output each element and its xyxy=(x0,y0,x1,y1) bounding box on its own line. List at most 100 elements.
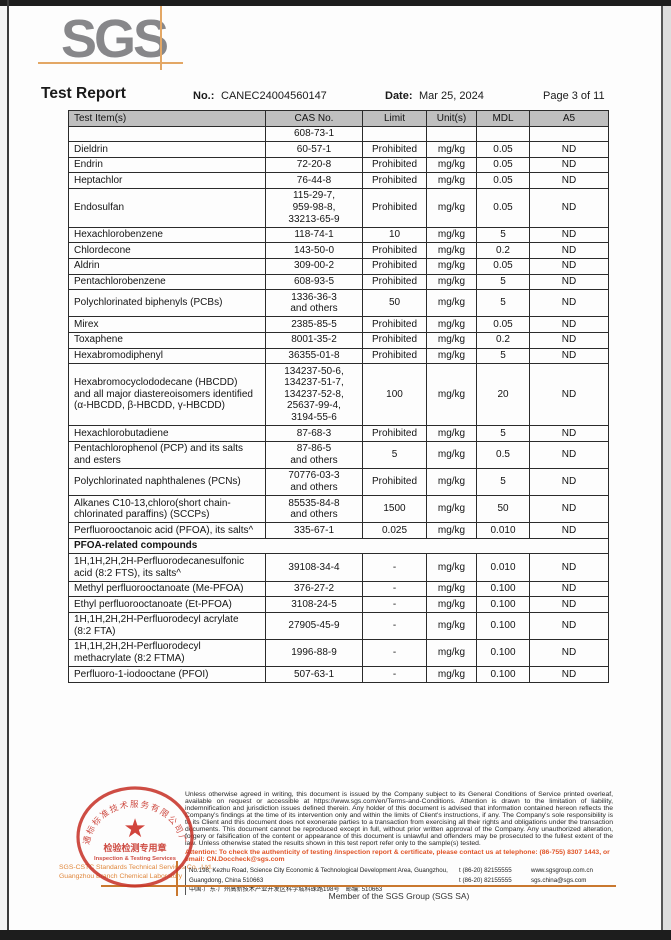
cell-mdl: 0.010 xyxy=(476,522,530,539)
cell-mdl: 0.5 xyxy=(476,440,530,469)
cell-unit: mg/kg xyxy=(426,440,477,469)
cell-cas: 1336-36-3 and others xyxy=(265,289,363,318)
sgs-logo: SGS xyxy=(61,9,169,69)
cell-item: 1H,1H,2H,2H-Perfluorodecanesulfonic acid… xyxy=(68,553,266,582)
cell-item: 1H,1H,2H,2H-Perfluorodecyl acrylate (8:2… xyxy=(68,611,266,640)
cell-a5: ND xyxy=(529,242,609,259)
cell-unit: mg/kg xyxy=(426,187,477,228)
cell-limit: - xyxy=(362,553,427,582)
table-row: Methyl perfluorooctanoate (Me-PFOA) 376-2… xyxy=(68,580,609,598)
table-row: Hexabromodiphenyl 36355-01-8 Prohibited mg/… xyxy=(68,347,609,365)
report-header: Test Report No.: CANEC24004560147 Date: … xyxy=(9,85,661,106)
table-row: 608-73-1 xyxy=(68,125,609,143)
cell-unit: mg/kg xyxy=(426,226,477,244)
cell-a5: ND xyxy=(529,440,609,469)
cell-item: Heptachlor xyxy=(68,172,266,189)
cell-item: Dieldrin xyxy=(68,141,266,158)
cell-mdl: 0.05 xyxy=(476,187,530,228)
cell-unit: mg/kg xyxy=(426,316,477,333)
table-row: Heptachlor 76-44-8 Prohibited mg/kg 0.05 ND xyxy=(68,172,609,189)
cell-limit: 1500 xyxy=(362,495,427,524)
cell-cas: 115-29-7, 959-98-8, 33213-65-9 xyxy=(265,187,363,228)
telephone-column: t (86-20) 82155555 t (86-20) 82155555 xyxy=(449,866,531,895)
cell-a5: ND xyxy=(529,141,609,158)
cell-a5: ND xyxy=(529,467,609,497)
cell-cas: 27905-45-9 xyxy=(265,611,363,640)
cell-cas: 143-50-0 xyxy=(265,242,363,259)
cell-cas: 87-86-5 and others xyxy=(265,440,363,469)
cell-a5: ND xyxy=(529,331,609,349)
table-row: Ethyl perfluorooctanoate (Et-PFOA) 3108-2… xyxy=(68,596,609,613)
cell-a5: ND xyxy=(529,596,609,613)
email: sgs.china@sgs.com xyxy=(531,876,587,884)
cell-a5: ND xyxy=(529,156,609,174)
cell-cas: 335-67-1 xyxy=(265,522,363,539)
cell-item: Endrin xyxy=(68,156,266,174)
cell-unit xyxy=(426,125,477,143)
web-column: www.sgsgroup.com.cn sgs.china@sgs.com xyxy=(531,866,615,895)
website: www.sgsgroup.com.cn xyxy=(531,867,593,874)
table-row: Aldrin 309-00-2 Prohibited mg/kg 0.05 ND xyxy=(68,257,609,275)
cell-a5: ND xyxy=(529,172,609,189)
cell-mdl: 5 xyxy=(476,347,530,365)
cell-a5: ND xyxy=(529,347,609,365)
scan-left-edge xyxy=(7,0,9,940)
cell-mdl: 0.05 xyxy=(476,257,530,275)
table-row: 1H,1H,2H,2H-Perfluorodecyl methacrylate … xyxy=(68,638,609,668)
table-row: 1H,1H,2H,2H-Perfluorodecyl acrylate (8:2… xyxy=(68,611,609,640)
cell-a5: ND xyxy=(529,580,609,598)
table-row: 1H,1H,2H,2H-Perfluorodecanesulfonic acid… xyxy=(68,553,609,582)
cell-unit: mg/kg xyxy=(426,638,477,668)
cell-cas: 70776-03-3 and others xyxy=(265,467,363,497)
cell-mdl: 0.05 xyxy=(476,156,530,174)
cell-unit: mg/kg xyxy=(426,141,477,158)
footer-disclaimer: Unless otherwise agreed in writing, this… xyxy=(185,791,613,863)
cell-mdl: 0.010 xyxy=(476,553,530,582)
cell-unit: mg/kg xyxy=(426,425,477,442)
cell-item: Hexachlorobutadiene xyxy=(68,425,266,442)
cell-item: Perfluorooctanoic acid (PFOA), its salts… xyxy=(68,522,266,539)
cell-limit xyxy=(362,125,427,143)
cell-limit: Prohibited xyxy=(362,331,427,349)
report-date-label: Date: xyxy=(385,90,413,102)
report-page: SGS Test Report No.: CANEC24004560147 Da… xyxy=(9,6,661,930)
cell-a5: ND xyxy=(529,522,609,539)
cell-limit: 100 xyxy=(362,363,427,427)
logo-crosshair-line xyxy=(160,6,162,70)
cell-mdl: 5 xyxy=(476,467,530,497)
cell-unit: mg/kg xyxy=(426,289,477,318)
cell-limit: - xyxy=(362,611,427,640)
stamp-ring xyxy=(76,786,194,888)
column-header-item: Test Item(s) xyxy=(68,110,266,127)
cell-a5: ND xyxy=(529,273,609,291)
cell-mdl: 5 xyxy=(476,226,530,244)
cell-limit: Prohibited xyxy=(362,187,427,228)
cell-mdl: 0.100 xyxy=(476,596,530,613)
cell-limit: 0.025 xyxy=(362,522,427,539)
cell-cas: 76-44-8 xyxy=(265,172,363,189)
address-block: No.198, Kezhu Road, Science City Economi… xyxy=(185,866,617,895)
company-name: SGS-CSTC Standards Technical Services Co… xyxy=(59,863,299,881)
cell-item: Pentachlorobenzene xyxy=(68,273,266,291)
cell-limit: - xyxy=(362,638,427,668)
cell-a5: ND xyxy=(529,226,609,244)
cell-limit: Prohibited xyxy=(362,316,427,333)
cell-item: Polychlorinated biphenyls (PCBs) xyxy=(68,289,266,318)
cell-unit: mg/kg xyxy=(426,596,477,613)
logo-underline xyxy=(38,62,183,64)
cell-a5: ND xyxy=(529,611,609,640)
cell-item xyxy=(68,125,266,143)
table-row: Hexachlorobutadiene 87-68-3 Prohibited mg/k… xyxy=(68,425,609,442)
cell-item: Ethyl perfluorooctanoate (Et-PFOA) xyxy=(68,596,266,613)
cell-item: Toxaphene xyxy=(68,331,266,349)
cell-mdl xyxy=(476,125,530,143)
cell-unit: mg/kg xyxy=(426,553,477,582)
cell-cas: 8001-35-2 xyxy=(265,331,363,349)
company-name-line1: SGS-CSTC Standards Technical Services Co… xyxy=(59,864,213,871)
cell-limit: Prohibited xyxy=(362,425,427,442)
cell-item: Aldrin xyxy=(68,257,266,275)
report-no-label: No.: xyxy=(193,90,215,102)
cell-unit: mg/kg xyxy=(426,347,477,365)
report-date-value: Mar 25, 2024 xyxy=(419,90,484,102)
disclaimer-text: Unless otherwise agreed in writing, this… xyxy=(185,791,613,847)
